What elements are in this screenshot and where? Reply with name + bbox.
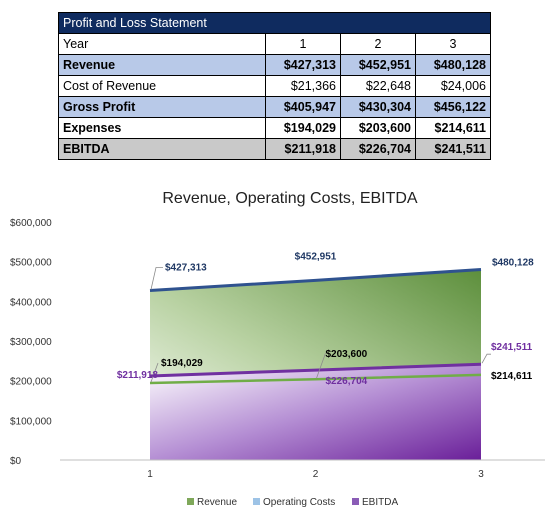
x-tick-label: 1 bbox=[147, 469, 153, 480]
y-tick-label: $0 bbox=[10, 456, 22, 467]
pl-table: Profit and Loss Statement Year 1 2 3 Rev… bbox=[58, 12, 491, 160]
cell-value: $211,918 bbox=[265, 138, 341, 160]
cell-value: $241,511 bbox=[415, 138, 491, 160]
cell-value: $203,600 bbox=[340, 117, 416, 139]
cell-value: $452,951 bbox=[340, 54, 416, 76]
revenue-line bbox=[149, 268, 482, 292]
ebitda-line bbox=[149, 362, 482, 378]
ebitda-data-label: $226,704 bbox=[326, 376, 368, 387]
row-label: Expenses bbox=[58, 117, 266, 139]
operating-costs-data-label: $203,600 bbox=[326, 349, 368, 360]
y-tick-label: $400,000 bbox=[10, 297, 52, 308]
table-title: Profit and Loss Statement bbox=[58, 12, 491, 34]
table-title-row: Profit and Loss Statement bbox=[58, 12, 491, 34]
row-label: EBITDA bbox=[58, 138, 266, 160]
legend-swatch bbox=[187, 498, 194, 505]
ebitda-data-label: $211,918 bbox=[117, 370, 159, 381]
cell-value: $456,122 bbox=[415, 96, 491, 118]
header-year-2: 2 bbox=[340, 33, 416, 55]
cell-value: $430,304 bbox=[340, 96, 416, 118]
label-leader bbox=[150, 362, 159, 383]
cell-value: $226,704 bbox=[340, 138, 416, 160]
row-label: Gross Profit bbox=[58, 96, 266, 118]
table-header-row: Year 1 2 3 bbox=[58, 33, 491, 55]
table-row-cost-of-revenue: Cost of Revenue $21,366 $22,648 $24,006 bbox=[58, 75, 491, 97]
row-label: Cost of Revenue bbox=[58, 75, 266, 97]
legend-entry: Operating Costs bbox=[263, 497, 335, 508]
legend-entry: Revenue bbox=[197, 497, 237, 508]
table-row-gross-profit: Gross Profit $405,947 $430,304 $456,122 bbox=[58, 96, 491, 118]
x-tick-label: 3 bbox=[478, 469, 484, 480]
ebitda-area bbox=[150, 364, 481, 460]
ebitda-data-label: $241,511 bbox=[491, 342, 533, 353]
x-tick-label: 2 bbox=[313, 469, 319, 480]
revenue-costs-ebitda-chart: Revenue, Operating Costs, EBITDA $0 $100,… bbox=[10, 190, 545, 508]
header-year-1: 1 bbox=[265, 33, 341, 55]
legend-swatch bbox=[352, 498, 359, 505]
chart-title: Revenue, Operating Costs, EBITDA bbox=[162, 190, 418, 207]
table-row-revenue: Revenue $427,313 $452,951 $480,128 bbox=[58, 54, 491, 76]
cell-value: $24,006 bbox=[415, 75, 491, 97]
cell-value: $22,648 bbox=[340, 75, 416, 97]
y-tick-label: $100,000 bbox=[10, 416, 52, 427]
table-row-expenses: Expenses $194,029 $203,600 $214,611 bbox=[58, 117, 491, 139]
label-leader bbox=[150, 267, 163, 290]
y-tick-label: $500,000 bbox=[10, 258, 52, 269]
y-tick-label: $200,000 bbox=[10, 377, 52, 388]
operating-costs-line bbox=[149, 373, 482, 385]
cell-value: $480,128 bbox=[415, 54, 491, 76]
y-tick-label: $600,000 bbox=[10, 218, 52, 229]
operating-costs-data-label: $214,611 bbox=[491, 371, 533, 382]
cell-value: $427,313 bbox=[265, 54, 341, 76]
revenue-data-label: $427,313 bbox=[165, 262, 207, 273]
row-label: Revenue bbox=[58, 54, 266, 76]
header-label: Year bbox=[58, 33, 266, 55]
cell-value: $214,611 bbox=[415, 117, 491, 139]
operating-costs-data-label: $194,029 bbox=[161, 358, 203, 369]
legend-swatch bbox=[253, 498, 260, 505]
table-row-ebitda: EBITDA $211,918 $226,704 $241,511 bbox=[58, 138, 491, 160]
cell-value: $194,029 bbox=[265, 117, 341, 139]
label-leader bbox=[481, 353, 491, 364]
revenue-data-label: $480,128 bbox=[492, 258, 534, 269]
cell-value: $21,366 bbox=[265, 75, 341, 97]
revenue-data-label: $452,951 bbox=[295, 251, 337, 262]
legend-entry: EBITDA bbox=[362, 497, 398, 508]
header-year-3: 3 bbox=[415, 33, 491, 55]
y-tick-label: $300,000 bbox=[10, 337, 52, 348]
cell-value: $405,947 bbox=[265, 96, 341, 118]
label-leader bbox=[316, 353, 326, 379]
